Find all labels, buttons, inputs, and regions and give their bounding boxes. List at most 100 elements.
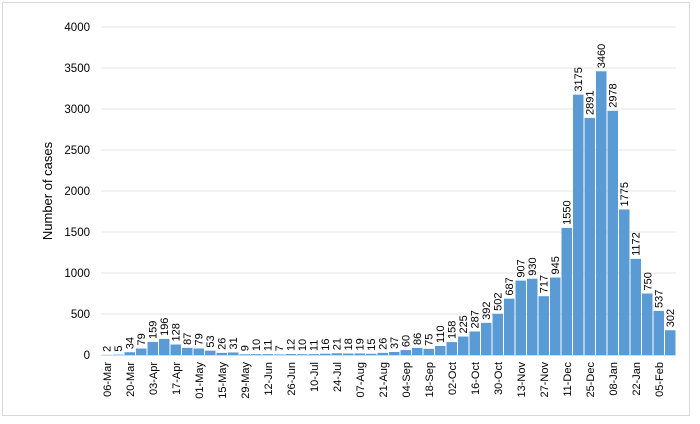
data-label: 687 [504,277,516,295]
bar [262,354,273,355]
bar [205,350,216,355]
bar [343,353,354,355]
data-label: 1172 [631,232,643,256]
y-tick-label: 1500 [64,227,90,239]
x-tick-label: 16-Oct [470,362,482,395]
data-label: 750 [642,272,654,290]
bar [354,353,365,355]
x-tick-label: 10-Jul [309,362,321,392]
data-label: 158 [447,321,459,339]
bar [239,354,250,355]
bar [469,331,480,355]
bar [435,345,446,355]
bar [584,117,595,355]
data-label: 86 [412,333,424,345]
bar [653,310,664,355]
data-label: 12 [286,339,298,351]
data-label: 907 [516,259,528,277]
bar [251,354,262,355]
data-label: 7 [274,345,286,351]
bar [159,338,170,355]
bar [527,278,538,355]
data-label: 31 [228,337,240,349]
y-tick-label: 0 [84,350,90,362]
x-tick-label: 15-May [217,362,229,399]
x-tick-label: 08-Jan [608,362,620,396]
bar [619,209,630,355]
bar [308,354,319,355]
x-tick-label: 11-Dec [562,362,574,397]
bar [607,110,618,355]
data-label: 5 [113,345,125,351]
data-label: 502 [493,292,505,310]
y-tick-label: 3500 [64,63,90,75]
data-label: 15 [366,339,378,351]
x-tick-label: 21-Aug [378,362,390,397]
bar [492,313,503,355]
data-label: 87 [182,333,194,345]
x-tick-label: 22-Jan [631,362,643,396]
x-tick-label: 30-Oct [493,362,505,395]
bar [285,354,296,355]
x-tick-label: 04-Sep [401,362,413,397]
bar [170,344,181,355]
bar [642,293,653,355]
x-tick-label: 25-Dec [585,362,597,398]
data-label: 1775 [619,182,631,206]
bar [596,71,607,355]
data-label: 287 [470,310,482,328]
bar [538,296,549,355]
bar [458,336,469,355]
y-axis-label: Number of cases [40,141,55,240]
data-label: 34 [125,337,137,349]
data-label: 3175 [573,67,585,91]
bar [389,351,400,355]
data-label: 128 [171,323,183,341]
y-tick-label: 3000 [64,104,90,116]
x-tick-label: 05-Feb [654,362,666,397]
chart-frame [2,2,690,416]
data-label: 11 [263,340,275,351]
x-tick-label: 13-Nov [516,362,528,398]
bar [423,348,434,355]
x-tick-label: 26-Jun [286,362,298,396]
y-tick-label: 2500 [64,145,90,157]
x-tick-label: 02-Oct [447,362,459,395]
data-label: 9 [240,345,252,351]
data-label: 60 [401,335,413,347]
x-tick-label: 29-May [240,362,252,399]
x-tick-label: 03-Apr [148,362,160,395]
y-tick-label: 500 [71,309,90,321]
bar [377,352,388,355]
y-tick-label: 4000 [64,22,90,34]
data-label: 19 [355,338,367,350]
data-label: 2978 [608,83,620,107]
data-label: 1550 [562,200,574,224]
x-tick-label: 17-Apr [171,362,183,395]
data-label: 26 [378,338,390,350]
bar [665,330,676,355]
bar [400,350,411,355]
data-label: 159 [148,321,160,339]
data-label: 302 [665,309,677,327]
x-tick-label: 20-Mar [125,362,137,397]
data-label: 16 [320,338,332,350]
data-label: 196 [159,318,171,336]
bar [274,354,285,355]
data-label: 3460 [596,44,608,68]
data-label: 79 [136,333,148,345]
bar [481,322,492,355]
data-label: 11 [309,340,321,351]
bar [331,353,342,355]
data-label: 2 [102,346,114,352]
data-label: 717 [539,275,551,293]
data-label: 110 [435,325,447,343]
x-tick-label: 07-Aug [355,362,367,397]
bar [320,353,331,355]
data-label: 37 [389,337,401,349]
x-tick-label: 27-Nov [539,362,551,398]
data-label: 10 [297,339,309,351]
bar [193,348,204,355]
bar [216,352,227,355]
